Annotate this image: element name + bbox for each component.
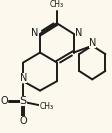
Text: CH₃: CH₃ — [49, 0, 63, 9]
Text: O: O — [1, 96, 8, 106]
Text: N: N — [31, 28, 38, 38]
Text: CH₃: CH₃ — [39, 102, 53, 111]
Text: N: N — [74, 28, 82, 38]
Text: O: O — [19, 116, 27, 126]
Text: N: N — [88, 38, 95, 48]
Text: N: N — [20, 73, 27, 83]
Text: S: S — [19, 96, 27, 106]
